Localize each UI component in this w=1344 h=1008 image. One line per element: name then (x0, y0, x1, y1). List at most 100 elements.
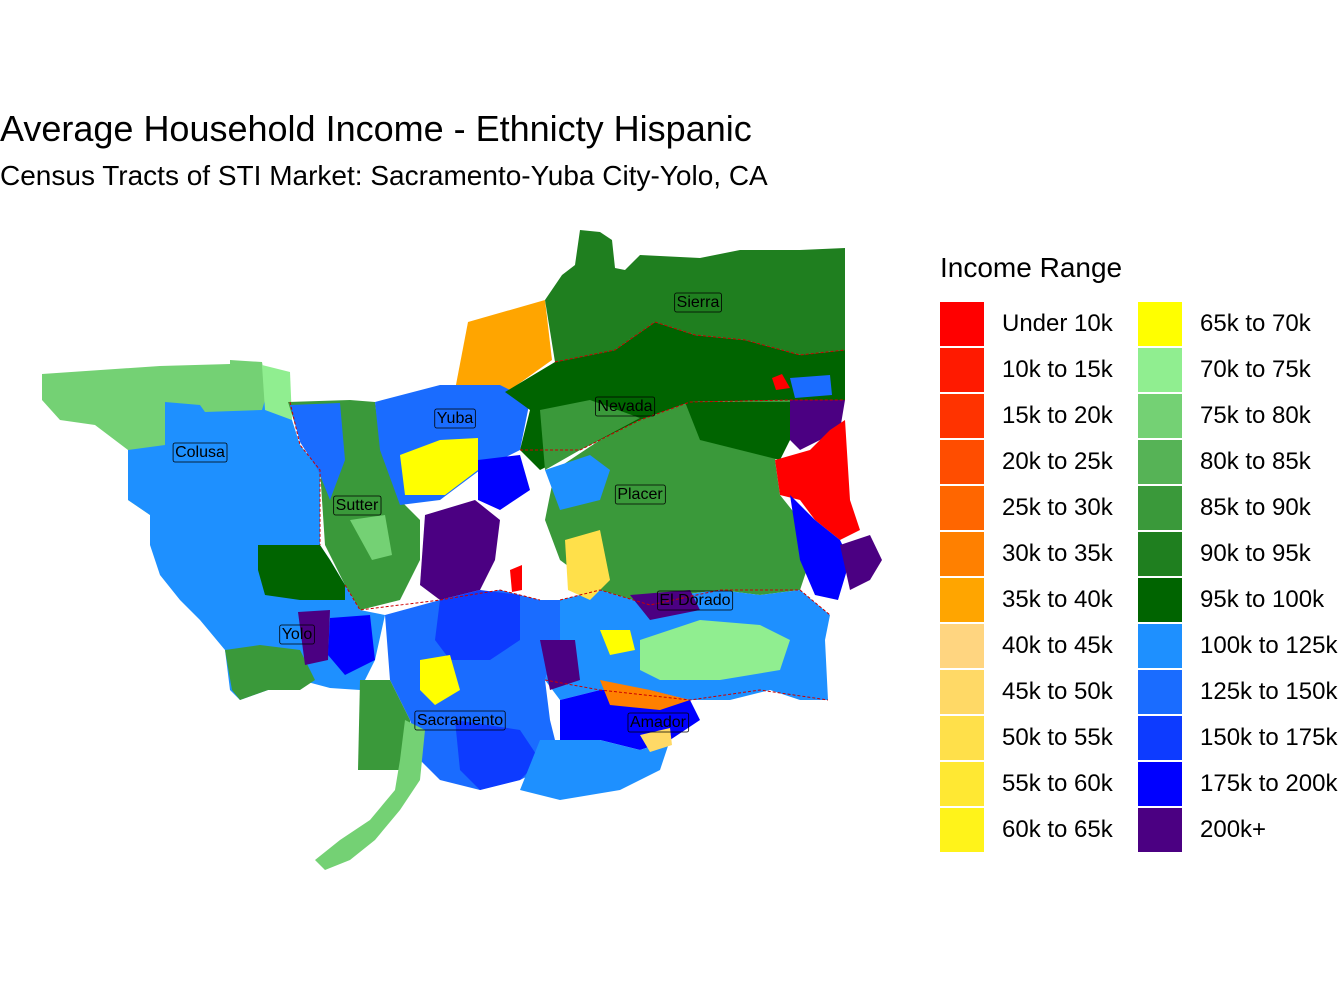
legend-swatch (1138, 440, 1182, 484)
region-yolo-blue (328, 615, 375, 675)
county-label-text: Yuba (437, 410, 474, 427)
county-label-box (279, 624, 315, 645)
legend-title: Income Range (940, 252, 1123, 283)
legend-label: 45k to 50k (1002, 678, 1113, 705)
legend-label: 75k to 80k (1200, 402, 1311, 429)
legend-label: 90k to 95k (1200, 540, 1311, 567)
region-placer-east (685, 402, 790, 460)
region-yuba-blue (478, 455, 530, 510)
legend-label: 20k to 25k (1002, 448, 1113, 475)
county-label: Amador (627, 712, 690, 733)
county-labels: Sierra Yuba Nevada Colusa Sutter Placer El Dor… (172, 292, 734, 733)
legend-swatch (1138, 624, 1182, 668)
legend-label: 25k to 30k (1002, 494, 1113, 521)
legend-swatch (1138, 302, 1182, 346)
region-yolo-green (258, 545, 345, 600)
county-label: Placer (614, 484, 666, 505)
legend-label: 125k to 150k (1200, 678, 1338, 705)
county-label-text: Yolo (282, 626, 313, 643)
region-yuba-yellow (400, 438, 478, 495)
legend-swatch (1138, 348, 1182, 392)
county-label: Sierra (674, 292, 722, 313)
legend-swatch (1138, 486, 1182, 530)
region-sutter-blue (290, 403, 345, 500)
county-label: Sacramento (414, 710, 506, 731)
region-placer-blue-east (790, 495, 850, 600)
legend-label: 80k to 85k (1200, 448, 1311, 475)
county-label-text: Amador (630, 714, 687, 731)
region-sacramento-yellow (420, 655, 460, 705)
border-colusa-sutter (289, 401, 321, 545)
region-nevada-light (540, 400, 640, 470)
county-label-text: Nevada (597, 398, 652, 415)
legend-swatch (940, 624, 984, 668)
county-label-text: El Dorado (659, 592, 730, 609)
legend-swatch (940, 578, 984, 622)
border-el-dorado-amador (544, 679, 829, 701)
legend-swatch (1138, 762, 1182, 806)
legend-label: 10k to 15k (1002, 356, 1113, 383)
legend-label: Under 10k (1002, 310, 1113, 337)
region-ne-blue-small (790, 375, 832, 398)
county-label-box (627, 712, 690, 733)
legend-swatch (1138, 670, 1182, 714)
county-label: Nevada (595, 396, 656, 417)
legend-label: 30k to 35k (1002, 540, 1113, 567)
region-sierra (545, 230, 845, 362)
region-amador-yellow (640, 728, 672, 752)
region-urban-purple (540, 640, 580, 690)
legend-label: 65k to 70k (1200, 310, 1311, 337)
map-regions (42, 230, 882, 870)
legend-label: 70k to 75k (1200, 356, 1311, 383)
county-label-box (414, 710, 506, 731)
region-colusa-east (128, 400, 320, 545)
legend-label: 85k to 90k (1200, 494, 1311, 521)
legend-swatch (1138, 716, 1182, 760)
county-label-box (674, 292, 722, 313)
region-sacramento-green (358, 680, 410, 770)
county-borders (289, 321, 846, 701)
county-label: Sutter (333, 495, 382, 516)
legend-label: 100k to 125k (1200, 632, 1338, 659)
border-nevada-placer (520, 399, 845, 451)
region-placer-blue (545, 455, 610, 510)
region-el-dorado-light (640, 620, 790, 680)
county-label-text: Sierra (677, 294, 720, 311)
county-label-box (172, 442, 228, 463)
legend-label: 95k to 100k (1200, 586, 1325, 613)
legend-swatch (1138, 532, 1182, 576)
county-label-box (657, 590, 734, 611)
legend-swatch (1138, 808, 1182, 852)
county-label-box (614, 484, 666, 505)
legend-label: 200k+ (1200, 816, 1267, 843)
county-label-box (434, 408, 476, 429)
legend-swatch (940, 532, 984, 576)
county-label-text: Colusa (175, 444, 225, 461)
county-label: Colusa (172, 442, 228, 463)
county-label: Yuba (434, 408, 476, 429)
county-label: El Dorado (657, 590, 734, 611)
region-placer-ne-purple (790, 400, 845, 450)
region-colusa-ne (262, 365, 292, 420)
county-label-text: Sacramento (417, 712, 503, 729)
county-label-box (333, 495, 382, 516)
legend-swatch (1138, 578, 1182, 622)
county-label-box (595, 396, 656, 417)
region-delta (315, 720, 425, 870)
region-el-dorado-yellow (565, 530, 610, 600)
region-sacramento-blue (435, 590, 520, 660)
region-urban-red (510, 565, 522, 592)
legend-label: 40k to 45k (1002, 632, 1113, 659)
legend-label: 175k to 200k (1200, 770, 1338, 797)
legend-label: 55k to 60k (1002, 770, 1113, 797)
legend-swatch (940, 808, 984, 852)
map-title: Average Household Income - Ethnicty Hisp… (0, 108, 752, 149)
county-label: Yolo (279, 624, 315, 645)
legend-label: 35k to 40k (1002, 586, 1113, 613)
legend-label: 50k to 55k (1002, 724, 1113, 751)
legend-label: 150k to 175k (1200, 724, 1338, 751)
region-urban-yellow (600, 630, 635, 655)
legend-swatch (940, 486, 984, 530)
border-sierra-nevada (554, 321, 846, 363)
